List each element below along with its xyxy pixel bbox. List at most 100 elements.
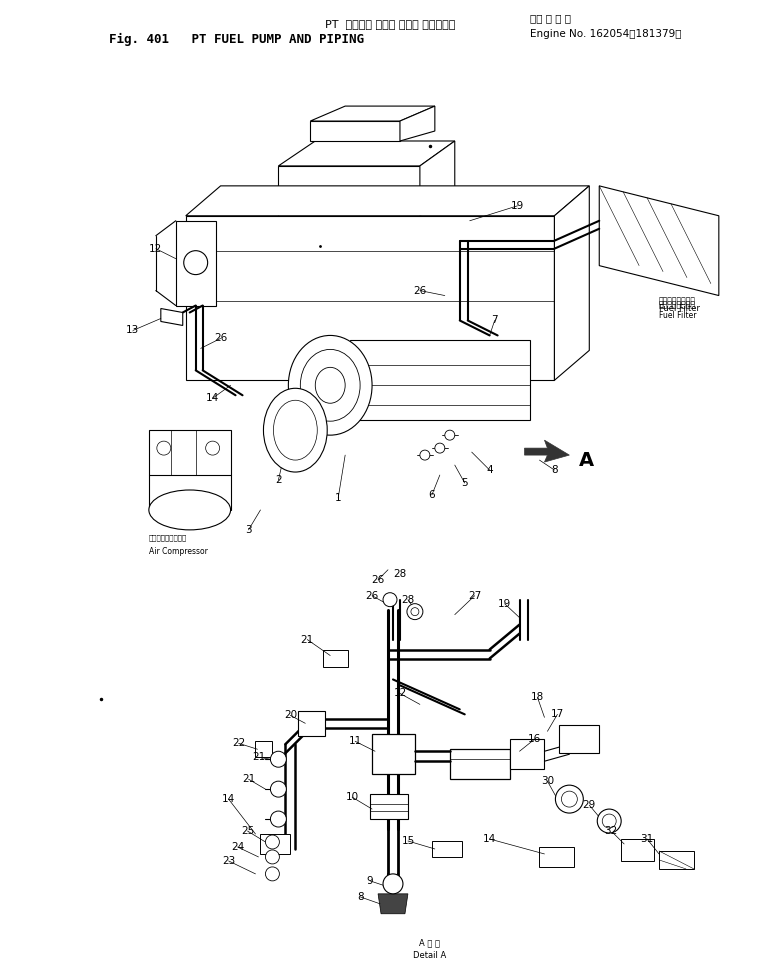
Text: 2: 2 [275, 475, 282, 485]
Polygon shape [323, 650, 348, 667]
Polygon shape [400, 106, 435, 141]
Text: 16: 16 [528, 734, 541, 744]
Text: 8: 8 [551, 465, 558, 475]
Text: 26: 26 [413, 285, 426, 295]
Ellipse shape [270, 781, 287, 797]
Text: 8: 8 [357, 892, 363, 902]
Text: Fuel Filter: Fuel Filter [659, 311, 697, 319]
Ellipse shape [445, 431, 455, 440]
Ellipse shape [266, 867, 280, 880]
Text: 26: 26 [214, 333, 227, 344]
Polygon shape [350, 341, 530, 420]
Text: フェエルフィルタ: フェエルフィルタ [659, 301, 696, 310]
Text: Air Compressor: Air Compressor [149, 546, 208, 556]
Polygon shape [559, 726, 599, 753]
Ellipse shape [301, 350, 360, 421]
Text: 3: 3 [245, 525, 251, 535]
Polygon shape [372, 734, 415, 774]
Polygon shape [261, 834, 291, 854]
Polygon shape [186, 186, 590, 216]
Ellipse shape [270, 751, 287, 768]
Text: 12: 12 [394, 689, 407, 698]
Text: 19: 19 [498, 599, 512, 609]
Text: 29: 29 [583, 800, 596, 810]
Ellipse shape [157, 441, 171, 455]
Text: 18: 18 [531, 693, 544, 702]
Text: Engine No. 162054～181379）: Engine No. 162054～181379） [530, 29, 681, 39]
Text: 32: 32 [604, 826, 618, 836]
Ellipse shape [420, 450, 430, 460]
Polygon shape [599, 186, 719, 295]
Polygon shape [186, 216, 555, 380]
Ellipse shape [555, 785, 583, 813]
Text: 23: 23 [222, 856, 235, 866]
Text: 20: 20 [284, 710, 297, 721]
Text: 11: 11 [348, 736, 362, 746]
Ellipse shape [205, 441, 219, 455]
Text: 12: 12 [149, 244, 162, 253]
Text: 26: 26 [366, 590, 379, 601]
Text: エアーコンプレッサ: エアーコンプレッサ [149, 535, 187, 542]
Ellipse shape [288, 335, 372, 435]
Ellipse shape [273, 400, 317, 460]
Polygon shape [555, 186, 590, 380]
Text: 21: 21 [242, 774, 255, 784]
Polygon shape [525, 440, 569, 462]
Text: 14: 14 [206, 393, 219, 403]
Ellipse shape [407, 604, 423, 619]
Text: 5: 5 [462, 478, 468, 488]
Polygon shape [255, 741, 273, 757]
Ellipse shape [270, 811, 287, 827]
Text: 31: 31 [640, 834, 654, 844]
Text: A: A [580, 451, 594, 469]
Text: PT  フェエル ポンプ および パイピング: PT フェエル ポンプ および パイピング [326, 19, 455, 29]
Text: フェエルフィルタ: フェエルフィルタ [659, 296, 696, 305]
Text: Fig. 401   PT FUEL PUMP AND PIPING: Fig. 401 PT FUEL PUMP AND PIPING [109, 33, 364, 47]
Text: 14: 14 [222, 794, 235, 805]
Polygon shape [370, 794, 408, 819]
Text: 21: 21 [251, 752, 265, 763]
Ellipse shape [266, 850, 280, 864]
Ellipse shape [316, 367, 345, 403]
Text: 22: 22 [232, 738, 245, 748]
Ellipse shape [435, 443, 445, 453]
Polygon shape [176, 221, 216, 306]
Polygon shape [278, 141, 455, 166]
Polygon shape [432, 841, 462, 857]
Text: 10: 10 [345, 792, 358, 803]
Polygon shape [420, 141, 455, 216]
Text: 26: 26 [372, 575, 385, 584]
Ellipse shape [184, 250, 208, 275]
Polygon shape [149, 431, 230, 475]
Polygon shape [310, 121, 400, 141]
Ellipse shape [602, 814, 616, 828]
Text: 9: 9 [367, 876, 373, 886]
Text: （適 用 号 機: （適 用 号 機 [530, 14, 570, 23]
Polygon shape [540, 847, 574, 867]
Polygon shape [621, 839, 654, 861]
Polygon shape [378, 894, 408, 914]
Text: 6: 6 [429, 490, 435, 500]
Text: A 拡 大
Detail A: A 拡 大 Detail A [413, 939, 447, 960]
Polygon shape [509, 739, 544, 769]
Text: 4: 4 [487, 465, 493, 475]
Text: 21: 21 [301, 635, 314, 645]
Polygon shape [278, 166, 420, 216]
Polygon shape [659, 851, 694, 869]
Text: 19: 19 [511, 201, 524, 210]
Ellipse shape [266, 835, 280, 849]
Text: 14: 14 [483, 834, 496, 844]
Ellipse shape [597, 809, 621, 833]
Polygon shape [298, 711, 325, 736]
Ellipse shape [383, 874, 403, 894]
Text: 7: 7 [491, 316, 498, 325]
Text: 27: 27 [468, 590, 481, 601]
Text: 24: 24 [231, 842, 244, 852]
Ellipse shape [562, 791, 577, 807]
Text: 1: 1 [335, 493, 341, 503]
Polygon shape [161, 309, 183, 325]
Ellipse shape [263, 389, 327, 472]
Text: 25: 25 [241, 826, 254, 836]
Text: 17: 17 [551, 709, 564, 720]
Text: 30: 30 [541, 776, 554, 786]
